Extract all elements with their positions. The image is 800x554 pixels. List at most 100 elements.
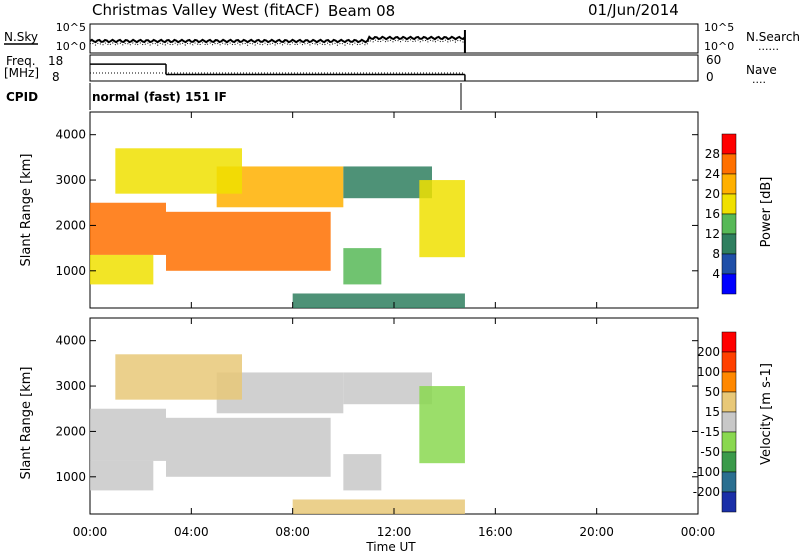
x-tick-label-4: 16:00: [478, 525, 513, 539]
power-echo-5: [343, 166, 432, 199]
velocity-echo-1: [90, 460, 154, 491]
velocity-colorbar-tick-1: 100: [697, 365, 720, 379]
nave-dots: ....: [752, 73, 766, 86]
x-tick-label-2: 08:00: [275, 525, 310, 539]
velocity-echo-2: [166, 417, 331, 477]
power-ytick-label-2: 3000: [55, 173, 86, 187]
power-colorbar-swatch-6: [721, 253, 737, 275]
velocity-colorbar-tick-2: 50: [705, 385, 720, 399]
velocity-ytick-label-2: 3000: [55, 379, 86, 393]
velocity-axis: 1000 2000 3000 4000: [55, 334, 698, 484]
noise-panel-frame: [89, 23, 699, 54]
power-colorbar-tick-3: 16: [705, 207, 720, 221]
power-colorbar-tick-0: 28: [705, 147, 720, 161]
nave-tick-top: 60: [706, 53, 721, 67]
power-colorbar-tick-2: 20: [705, 187, 720, 201]
noise-tick-left-bottom: 10^0: [56, 40, 86, 53]
freq-traces: [90, 63, 466, 81]
velocity-colorbar-label: Velocity [m s-1]: [759, 363, 774, 465]
x-tick-label-1: 04:00: [174, 525, 209, 539]
freq-panel-frame: [89, 54, 699, 82]
nave-tick-bottom: 0: [706, 70, 714, 84]
velocity-colorbar-swatch-1: [721, 351, 737, 373]
power-colorbar-swatch-7: [721, 273, 737, 295]
x-tick-label-5: 20:00: [579, 525, 614, 539]
x-tick-label-0: 00:00: [73, 525, 108, 539]
power-colorbar-tick-6: 4: [712, 267, 720, 281]
x-tick-label-6: 00:00: [681, 525, 716, 539]
velocity-panel-frame: [89, 317, 699, 515]
noise-tick-left-top: 10^5: [56, 21, 86, 34]
beam-label: Beam 08: [328, 2, 395, 20]
velocity-colorbar-swatch-2: [721, 371, 737, 393]
velocity-colorbar-tick-4: -15: [700, 425, 720, 439]
noise-traces: [89, 30, 466, 53]
nsky-label: N.Sky: [4, 30, 38, 44]
x-tick-label-3: 12:00: [377, 525, 412, 539]
noise-tick-right-top: 10^5: [704, 21, 734, 34]
power-colorbar-swatch-0: [721, 133, 737, 155]
power-echo-7: [343, 248, 382, 285]
x-axis-label: Time UT: [365, 540, 416, 554]
velocity-colorbar-swatch-8: [721, 491, 737, 513]
velocity-colorbar-swatch-7: [721, 471, 737, 493]
nsearch-label: N.Search: [746, 30, 800, 44]
velocity-colorbar-swatch-3: [721, 391, 737, 413]
power-colorbar-tick-4: 12: [705, 227, 720, 241]
power-ytick-label-0: 1000: [55, 264, 86, 278]
freq-tick-bottom: 8: [52, 70, 60, 84]
velocity-colorbar-swatch-6: [721, 451, 737, 473]
power-colorbar-swatch-3: [721, 193, 737, 215]
station-title: Christmas Valley West (fitACF): [92, 1, 320, 19]
power-colorbar-tick-1: 24: [705, 167, 720, 181]
velocity-colorbar-tick-3: 15: [705, 405, 720, 419]
velocity-echo-0: [90, 408, 166, 461]
power-data: [90, 148, 465, 308]
velocity-colorbar-tick-6: -100: [693, 465, 720, 479]
noise-tick-right-bottom: 10^0: [704, 40, 734, 53]
power-colorbar-swatch-2: [721, 173, 737, 195]
cpid-value: normal (fast) 151 IF: [92, 90, 227, 104]
power-echo-0: [90, 202, 166, 255]
velocity-colorbar-tick-0: 200: [697, 345, 720, 359]
nsky-trace: [89, 35, 466, 44]
power-colorbar-tick-5: 8: [712, 247, 720, 261]
velocity-colorbar: 200 100 50 15 -15 -50 -100 -200: [693, 331, 737, 513]
velocity-echo-6: [419, 386, 465, 464]
freq-tick-top: 18: [48, 54, 63, 68]
velocity-echo-5: [343, 372, 432, 405]
velocity-ytick-label-3: 4000: [55, 334, 86, 348]
velocity-ylabel: Slant Range [km]: [19, 367, 34, 480]
velocity-echo-4: [115, 354, 242, 400]
velocity-colorbar-swatch-5: [721, 431, 737, 453]
power-ytick-label-3: 4000: [55, 128, 86, 142]
mhz-label: [MHz]: [4, 66, 39, 80]
nsearch-trace: [89, 39, 466, 46]
power-axis: 1000 2000 3000 4000: [55, 128, 698, 278]
power-echo-1: [90, 254, 154, 285]
x-axis: 00:00 04:00 08:00 12:00 16:00 20:00 00:00: [73, 112, 716, 539]
velocity-data: [90, 354, 465, 514]
velocity-echo-8: [292, 499, 465, 514]
velocity-colorbar-tick-5: -50: [700, 445, 720, 459]
freq-label: Freq.: [6, 54, 36, 68]
power-colorbar: 28 24 20 16 12 8 4: [705, 133, 737, 295]
power-colorbar-swatch-5: [721, 233, 737, 255]
velocity-colorbar-swatch-4: [721, 411, 737, 433]
power-echo-8: [292, 293, 465, 308]
power-colorbar-swatch-1: [721, 153, 737, 175]
power-echo-4: [115, 148, 242, 194]
power-colorbar-swatch-4: [721, 213, 737, 235]
power-ylabel: Slant Range [km]: [19, 154, 34, 267]
power-ytick-label-1: 2000: [55, 218, 86, 232]
power-echo-6: [419, 180, 465, 258]
power-panel-frame: [89, 111, 699, 309]
cpid-label: CPID: [6, 90, 38, 104]
velocity-echo-7: [343, 454, 382, 491]
nave-label: Nave: [746, 63, 777, 77]
nsearch-dots: ......: [758, 40, 779, 53]
power-echo-2: [166, 211, 331, 271]
velocity-ytick-label-1: 2000: [55, 424, 86, 438]
velocity-colorbar-tick-7: -200: [693, 485, 720, 499]
